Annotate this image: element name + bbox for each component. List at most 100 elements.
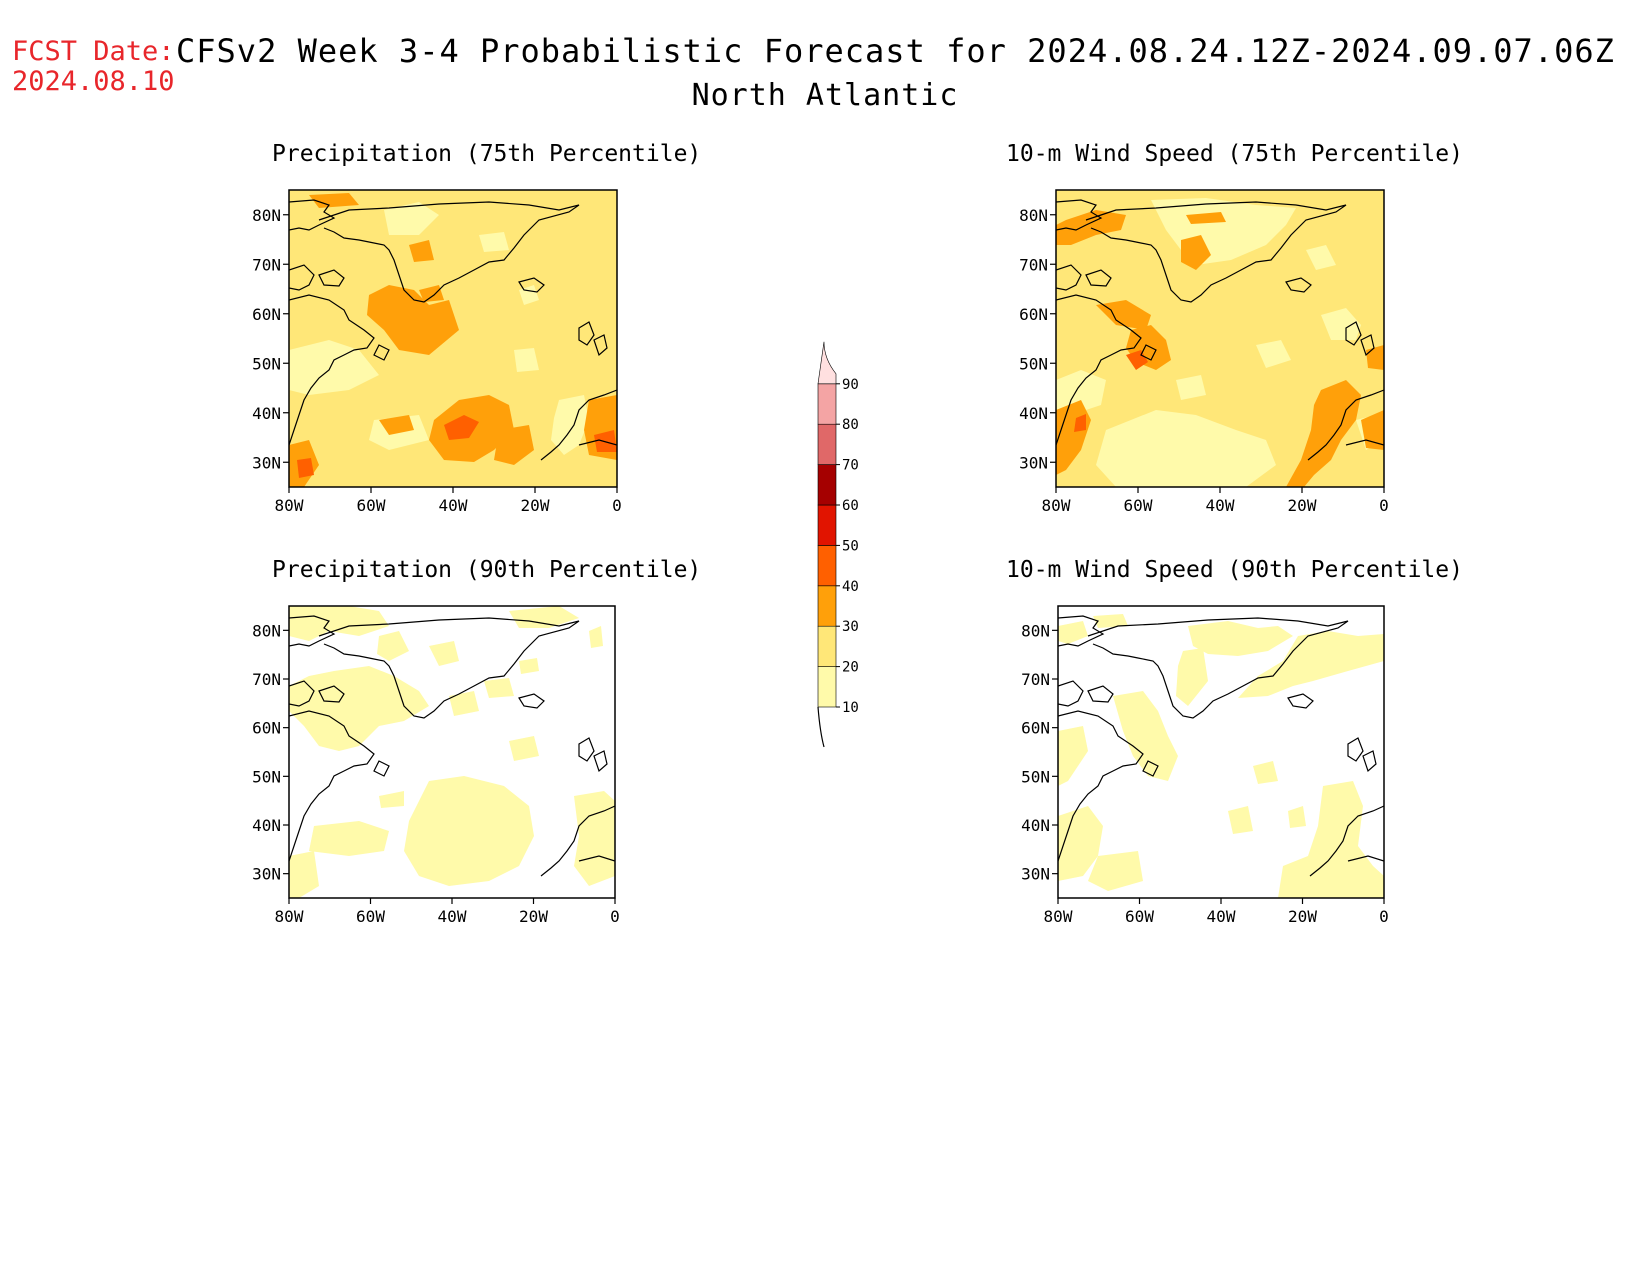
orange-patch [367, 285, 459, 355]
lat-tick-label: 40N [1021, 816, 1050, 835]
light-patch [1253, 761, 1278, 784]
light-patch [514, 348, 539, 372]
axes-panel-1: 80W 60W 40W 20W 0 80N 70N 60N 50N 40N 30N [1019, 206, 1389, 515]
light-patch [1058, 726, 1088, 786]
coastlines [1056, 199, 1384, 461]
light-patch [589, 626, 603, 648]
light-patch [1288, 806, 1306, 828]
light-patch [1058, 806, 1103, 881]
map-panel-precip75 [288, 189, 618, 488]
dark-orange-patch [1126, 350, 1148, 370]
lat-tick-label: 30N [1021, 865, 1050, 884]
lat-tick-label: 70N [252, 255, 281, 274]
colorbar-segment [817, 625, 837, 667]
light-patch [1321, 308, 1361, 340]
lat-tick-label: 50N [1021, 767, 1050, 786]
light-patch [429, 641, 459, 666]
orange-patch [379, 415, 414, 435]
colorbar-top-extension [817, 341, 837, 385]
light-patch [289, 606, 389, 641]
dark-orange-patch [444, 415, 479, 440]
lat-tick-label: 40N [1019, 404, 1048, 423]
lon-tick-label: 0 [612, 496, 622, 515]
colorbar-segment [817, 545, 837, 587]
lon-tick-label: 60W [1124, 496, 1153, 515]
lon-tick-label: 0 [1379, 907, 1389, 926]
lat-tick-label: 60N [1019, 305, 1048, 324]
lon-tick-label: 20W [521, 496, 550, 515]
lat-tick-label: 30N [1019, 453, 1048, 472]
colorbar-label: 50 [842, 538, 859, 554]
lon-tick-label: 40W [438, 907, 467, 926]
axes-panel-2: 80W 60W 40W 20W 0 80N 70N 60N 50N 40N 30N [252, 621, 620, 926]
coastlines [1058, 615, 1384, 877]
lat-tick-label: 30N [252, 865, 281, 884]
lat-tick-label: 80N [1019, 206, 1048, 225]
orange-patch [1181, 235, 1211, 270]
colorbar-segment [817, 423, 837, 465]
map-panel-precip90 [288, 605, 616, 899]
lat-tick-label: 50N [252, 767, 281, 786]
map-panel-wind75 [1055, 189, 1385, 488]
lon-tick-label: 40W [1206, 496, 1235, 515]
lon-tick-label: 80W [1044, 907, 1073, 926]
lat-tick-label: 40N [252, 404, 281, 423]
lat-tick-label: 30N [252, 453, 281, 472]
lon-tick-label: 20W [1288, 496, 1317, 515]
orange-patch [309, 193, 359, 208]
colorbar-label: 30 [842, 619, 859, 635]
lon-tick-label: 20W [519, 907, 548, 926]
colorbar-bottom-extension [817, 706, 825, 748]
light-patch [404, 776, 534, 886]
light-patch [479, 232, 509, 252]
colorbar-segment [817, 383, 837, 425]
map-panel-wind90 [1057, 605, 1385, 899]
lon-tick-label: 40W [439, 496, 468, 515]
lon-tick-label: 60W [1125, 907, 1154, 926]
lon-tick-label: 80W [275, 907, 304, 926]
lat-tick-label: 60N [252, 719, 281, 738]
light-patch [449, 691, 479, 716]
colorbar-label: 10 [842, 700, 859, 716]
region-subtitle: North Atlantic [691, 78, 959, 113]
map-axes: 80W 60W 40W 20W 0 80N 70N 60N 50N 40N 30N 80W 60W 40W… [252, 206, 1389, 926]
colorbar-label: 70 [842, 458, 859, 474]
light-patch [1093, 614, 1128, 628]
lon-tick-label: 60W [356, 907, 385, 926]
light-patch [1278, 781, 1384, 898]
colorbar-segment [817, 666, 837, 708]
lat-tick-label: 80N [252, 206, 281, 225]
lat-tick-label: 70N [1019, 255, 1048, 274]
coastlines [289, 199, 617, 461]
light-patch [484, 678, 514, 698]
lat-tick-label: 70N [252, 670, 281, 689]
light-patch [1096, 410, 1276, 487]
light-patch [1113, 691, 1178, 781]
light-patch [519, 658, 539, 674]
axes-panel-0: 80W 60W 40W 20W 0 80N 70N 60N 50N 40N 30N [252, 206, 622, 515]
coastlines [289, 615, 615, 877]
colorbar-label: 20 [842, 660, 859, 676]
light-patch [289, 340, 379, 395]
lat-tick-label: 50N [252, 354, 281, 373]
lat-tick-label: 50N [1019, 354, 1048, 373]
light-patch [1176, 375, 1206, 400]
orange-patch [1186, 212, 1226, 224]
orange-patch [1286, 380, 1361, 487]
lat-tick-label: 70N [1021, 670, 1050, 689]
lon-tick-label: 0 [610, 907, 620, 926]
light-patch [384, 202, 439, 235]
light-patch [1088, 851, 1143, 891]
lat-tick-label: 80N [1021, 621, 1050, 640]
panel-title-precip90: Precipitation (90th Percentile) [272, 557, 702, 583]
colorbar-label: 40 [842, 579, 859, 595]
light-patch [574, 791, 615, 886]
colorbar-label: 90 [842, 377, 859, 393]
lon-tick-label: 40W [1207, 907, 1236, 926]
lat-tick-label: 40N [252, 816, 281, 835]
lat-tick-label: 60N [252, 305, 281, 324]
lon-tick-label: 20W [1288, 907, 1317, 926]
orange-patch [494, 425, 534, 465]
colorbar-label: 80 [842, 417, 859, 433]
light-patch [1256, 340, 1291, 368]
